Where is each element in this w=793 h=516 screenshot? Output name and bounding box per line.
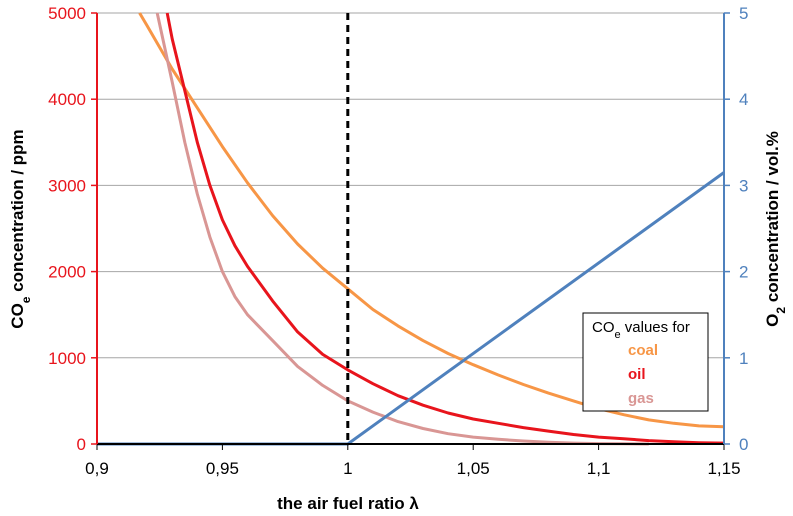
x-tick-label: 1,05 bbox=[457, 459, 490, 478]
y-right-tick-label: 0 bbox=[739, 435, 748, 454]
gridlines bbox=[97, 12, 724, 359]
legend-box bbox=[582, 312, 709, 412]
tick-labels: 0,9 0,95 1 1,05 1,1 1,15 0 1000 2000 3000 4000 5000… bbox=[48, 4, 748, 478]
series-line-oil bbox=[165, 12, 724, 445]
legend-item-oil: oil bbox=[628, 366, 646, 383]
y-left-tick-label: 3000 bbox=[48, 176, 86, 195]
x-tick-label: 1,1 bbox=[587, 459, 611, 478]
legend-title: COe values for bbox=[592, 319, 690, 341]
x-tick-label: 1,15 bbox=[707, 459, 740, 478]
y-right-tick-label: 4 bbox=[739, 90, 748, 109]
y-left-tick-label: 5000 bbox=[48, 4, 86, 23]
y-right-axis-title: O2 concentration / vol.% bbox=[763, 131, 788, 327]
y-left-axis-title: COe concentration / ppm bbox=[8, 129, 33, 328]
x-tick-label: 1 bbox=[343, 459, 352, 478]
legend: COe values for coal oil gas bbox=[582, 312, 709, 412]
axes bbox=[91, 12, 730, 450]
series-line-coal bbox=[138, 12, 724, 429]
y-right-tick-label: 3 bbox=[739, 176, 748, 195]
y-right-tick-label: 5 bbox=[739, 4, 748, 23]
legend-item-gas: gas bbox=[628, 390, 654, 407]
y-left-tick-label: 4000 bbox=[48, 90, 86, 109]
x-tick-label: 0,9 bbox=[85, 459, 109, 478]
x-axis-title: the air fuel ratio λ bbox=[277, 494, 419, 513]
y-left-tick-label: 1000 bbox=[48, 349, 86, 368]
y-right-tick-label: 2 bbox=[739, 263, 748, 282]
y-left-tick-label: 2000 bbox=[48, 263, 86, 282]
y-left-tick-label: 0 bbox=[77, 435, 86, 454]
y-right-tick-label: 1 bbox=[739, 349, 748, 368]
legend-item-coal: coal bbox=[628, 342, 658, 359]
x-tick-label: 0,95 bbox=[206, 459, 239, 478]
series-line-gas bbox=[155, 12, 649, 446]
